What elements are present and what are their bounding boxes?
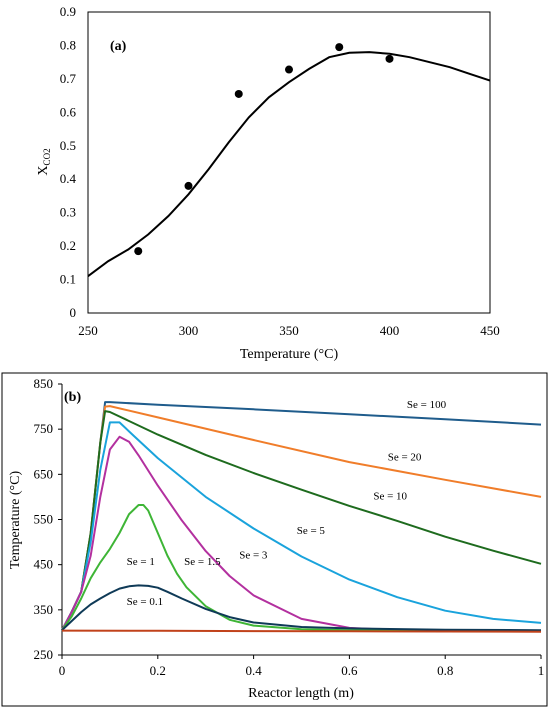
panel-b-x-tick-label: 0.8 [437, 663, 453, 678]
panel-a-x-tick-label: 450 [480, 323, 500, 338]
panel-b-y-axis-title: Temperature (°C) [8, 471, 23, 570]
panel-b-series-line-se-0-1 [61, 584, 542, 632]
panel-a-x-tick-label: 350 [279, 323, 299, 338]
panel-a-y-axis-title-sub: CO2 [42, 148, 52, 165]
panel-a-label: (a) [110, 39, 127, 54]
panel-b-series-label: Se = 100 [407, 399, 447, 411]
panel-a-model-curve [87, 51, 491, 278]
panel-b-x-tick-label: 0.6 [341, 663, 358, 678]
panel-a-x-ticks: 250 300 350 400 450 [78, 323, 500, 338]
panel-a-y-tick-label: 0.8 [60, 37, 76, 52]
panel-b-label: (b) [64, 390, 81, 405]
panel-b-series-line-se-1 [61, 629, 542, 633]
panel-a-y-tick-label: 0.4 [60, 171, 77, 186]
panel-b-series-label: Se = 1.5 [184, 556, 221, 568]
panel-b-y-tick-label: 450 [34, 557, 54, 572]
panel-a-data-point [234, 89, 243, 98]
panel-a-chart: 250 300 350 400 450 0 0.1 0.2 0.3 0.4 0.5 0.6 0.7 0.… [36, 4, 500, 362]
panel-a-x-tick-label: 300 [179, 323, 199, 338]
panel-a-data-point [385, 54, 394, 63]
panel-b-y-tick-label: 350 [34, 602, 54, 617]
panel-a-y-axis-title-main: X [36, 165, 51, 175]
panel-b-x-tick-label: 1 [538, 663, 545, 678]
panel-b-series-label: Se = 10 [373, 491, 407, 503]
panel-a-y-tick-label: 0.6 [60, 104, 77, 119]
panel-a-y-tick-label: 0.7 [60, 71, 77, 86]
panel-a-y-tick-label: 0.3 [60, 205, 76, 220]
panel-b-series-label: Se = 0.1 [127, 596, 163, 608]
panel-a-x-tick-label: 400 [380, 323, 400, 338]
panel-a-x-tick-label: 250 [78, 323, 98, 338]
panel-a-y-tick-label: 0.9 [60, 4, 76, 19]
panel-a-series [87, 43, 491, 278]
panel-a-plot-frame [87, 11, 491, 314]
panel-b-y-tick-label: 550 [34, 512, 54, 527]
panel-b-series [61, 401, 542, 633]
panel-b-y-tick-label: 250 [34, 647, 54, 662]
panel-b-x-tick-label: 0 [59, 663, 66, 678]
panel-b-y-ticks: 250 350 450 550 650 750 850 [34, 376, 62, 662]
panel-a-data-point [335, 43, 344, 52]
panel-a-y-tick-label: 0.2 [60, 238, 76, 253]
panel-a-data-point [134, 247, 143, 256]
panel-b-y-tick-label: 650 [34, 466, 54, 481]
panel-b-series-label: Se = 5 [297, 525, 326, 537]
panel-a-y-axis-title: XCO2 [36, 148, 52, 175]
panel-b-x-axis-title: Reactor length (m) [248, 686, 354, 701]
panel-b-chart: 0 0.2 0.4 0.6 0.8 1 250 350 450 550 650 750 850 Se … [1, 372, 548, 707]
panel-a-data-point [285, 65, 293, 74]
panel-b-series-labels: Se = 100 Se = 20 Se = 10 Se = 5 Se = 3 Se = 1… [127, 399, 447, 608]
panel-a-y-tick-label: 0.5 [60, 138, 76, 153]
panel-a-y-tick-label: 0.1 [60, 272, 76, 287]
panel-b-series-label: Se = 3 [239, 549, 268, 561]
panel-b-series-label: Se = 1 [127, 556, 155, 568]
panel-a-y-tick-label: 0 [70, 305, 77, 320]
panel-b-y-tick-label: 850 [34, 376, 54, 391]
panel-b-series-line-se-5 [61, 421, 542, 631]
panel-b-x-tick-label: 0.4 [245, 663, 262, 678]
panel-a-y-ticks: 0 0.1 0.2 0.3 0.4 0.5 0.6 0.7 0.8 0.9 [60, 4, 77, 320]
panel-a-data-point [184, 181, 193, 190]
panel-b-x-ticks: 0 0.2 0.4 0.6 0.8 1 [59, 655, 545, 678]
panel-b-y-tick-label: 750 [34, 421, 54, 436]
panel-b-series-line-se-1-5 [61, 504, 542, 633]
panel-b-plot-frame [1, 372, 548, 707]
panel-b-x-tick-label: 0.2 [150, 663, 166, 678]
panel-a-x-axis-title: Temperature (°C) [240, 347, 339, 362]
panel-b-series-label: Se = 20 [388, 451, 422, 463]
